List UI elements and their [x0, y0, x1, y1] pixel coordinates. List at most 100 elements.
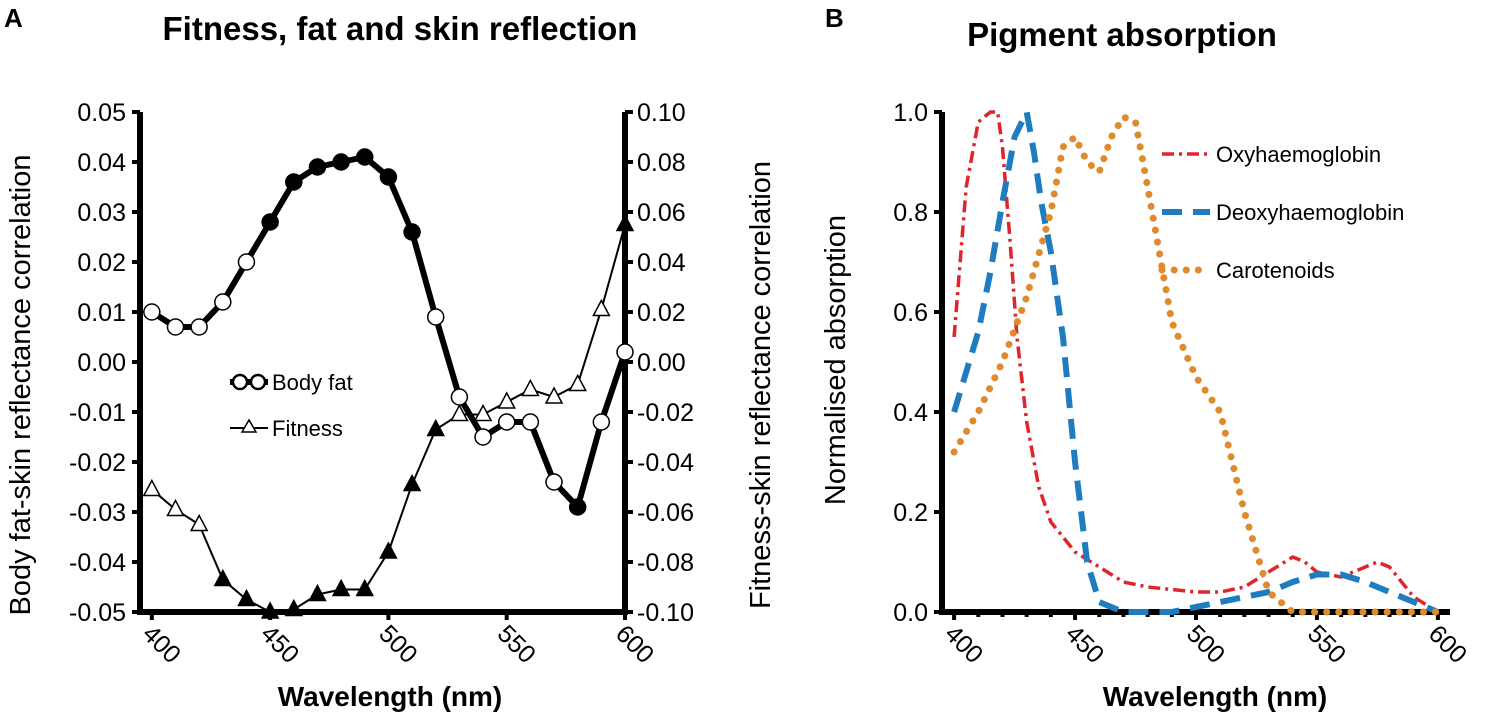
chart-a-left-y-tick-label: 0.01: [77, 299, 126, 327]
chart-a-right-y-axis-label: Fitness-skin reflectance correlation: [745, 161, 777, 609]
series-deoxyhaemoglobin-line: [951, 109, 1440, 615]
chart-a-title: Fitness, fat and skin reflection: [163, 10, 638, 47]
chart-b-y-tick-label: 0.2: [893, 499, 928, 527]
legend-fitness-label: Fitness: [272, 416, 343, 441]
chart-a-right-y-tick-label: -0.08: [637, 549, 694, 577]
chart-a-right-y-tick-label: 0.04: [637, 249, 686, 277]
chart-a-x-tick-label: 400: [137, 620, 186, 669]
body-fat-point: [166, 318, 185, 336]
fitness-point: [331, 578, 351, 597]
fitness-point: [142, 478, 162, 497]
chart-b-y-tick-label: 0.6: [893, 299, 928, 327]
body-fat-point: [356, 148, 374, 166]
fitness-point: [592, 298, 611, 317]
chart-b-y-tick-label: 0.4: [893, 399, 928, 427]
panel-letter-a: A: [4, 3, 23, 33]
body-fat-point: [426, 308, 445, 326]
chart-b-x-tick-label: 550: [1302, 620, 1351, 669]
legend-body-fat-marker: [249, 373, 267, 391]
body-fat-point: [261, 213, 279, 231]
chart-a-left-y-tick-label: 0.04: [77, 149, 126, 177]
chart-b-title: Pigment absorption: [967, 16, 1277, 53]
body-fat-point: [308, 158, 327, 176]
fitness-point: [260, 601, 280, 619]
fitness-point: [213, 568, 233, 587]
chart-a-right-y-tick-label: 0.10: [637, 99, 686, 127]
chart-a-left-y-tick-label: -0.01: [69, 399, 126, 427]
chart-a-left-y-tick-label: -0.02: [69, 449, 126, 477]
legend-carotenoids-label: Carotenoids: [1216, 258, 1335, 283]
body-fat-point: [568, 498, 587, 516]
series-carotenoids-line: [950, 113, 1442, 616]
body-fat-point: [545, 473, 563, 491]
fitness-point: [284, 598, 304, 617]
series-body-fat-line: [150, 154, 628, 510]
series-oxyhaemoglobin-line: [952, 110, 1439, 614]
chart-a-right-y-tick-label: 0.06: [637, 199, 686, 227]
fitness-point: [473, 403, 493, 422]
legend-body-fat-label: Body fat: [272, 370, 353, 395]
chart-b-x-tick-label: 600: [1423, 620, 1472, 669]
body-fat-point: [616, 343, 634, 361]
chart-a-left-y-tick-label: 0.05: [77, 99, 126, 127]
fitness-point: [189, 513, 209, 532]
body-fat-point: [403, 223, 421, 241]
fitness-point: [497, 391, 516, 409]
fitness-point: [544, 386, 564, 404]
chart-a-right-y-tick-label: -0.06: [637, 499, 694, 527]
chart-a-left-y-tick-label: 0.02: [77, 249, 126, 277]
body-fat-point: [237, 253, 256, 271]
chart-a-right-y-tick-label: -0.10: [637, 599, 694, 627]
fitness-point: [521, 378, 540, 397]
fitness-point: [166, 498, 185, 517]
fitness-point: [615, 213, 635, 232]
body-fat-point: [521, 413, 540, 431]
chart-b-x-tick-label: 450: [1060, 620, 1109, 669]
fitness-point: [308, 583, 327, 602]
chart-a-left-y-tick-label: -0.05: [69, 599, 126, 627]
chart-a-x-tick-label: 550: [492, 620, 541, 669]
body-fat-point: [143, 303, 161, 321]
body-fat-point: [379, 168, 398, 186]
chart-a-right-y-tick-label: 0.08: [637, 149, 686, 177]
body-fat-point: [190, 318, 208, 336]
body-fat-point: [450, 388, 469, 406]
chart-a-left-y-axis-label: Body fat-skin reflectance correlation: [5, 155, 37, 616]
chart-b-x-tick-label: 500: [1181, 620, 1230, 669]
chart-a-left-y-tick-label: -0.03: [69, 499, 126, 527]
chart-b-x-axis-label: Wavelength (nm): [1103, 681, 1328, 712]
chart-b-plot: 1.0 0.8 0.6 0.4 0.2 0.0 400 450 500 550 600 Oxyhaem…: [893, 99, 1472, 669]
chart-a-x-axis-label: Wavelength (nm): [278, 681, 503, 712]
fitness-point: [379, 541, 398, 559]
body-fat-point: [497, 413, 516, 431]
chart-b-y-tick-label: 1.0: [893, 99, 928, 127]
legend-fitness-marker: [240, 418, 258, 433]
chart-b-y-axis-label: Normalised absorption: [820, 215, 852, 505]
chart-a-right-y-tick-label: -0.02: [637, 399, 694, 427]
body-fat-point: [285, 173, 303, 191]
body-fat-point: [474, 428, 492, 446]
chart-a-x-tick-label: 450: [255, 620, 304, 669]
legend-oxyhaemoglobin-label: Oxyhaemoglobin: [1216, 142, 1381, 167]
fitness-point: [237, 588, 256, 607]
chart-a-right-y-tick-label: 0.02: [637, 299, 686, 327]
panel-letter-b: B: [825, 3, 844, 33]
legend-deoxyhaemoglobin-label: Deoxyhaemoglobin: [1216, 200, 1404, 225]
chart-a-x-tick-label: 600: [610, 620, 659, 669]
chart-a-left-y-tick-label: 0.00: [77, 349, 126, 377]
fitness-point: [450, 403, 469, 422]
chart-a-x-tick-label: 500: [373, 620, 422, 669]
body-fat-point: [332, 153, 350, 171]
body-fat-point: [592, 413, 611, 431]
legend-body-fat-marker: [231, 373, 249, 391]
chart-b-y-tick-label: 0.8: [893, 199, 928, 227]
chart-a-left-y-tick-label: -0.04: [69, 549, 126, 577]
chart-a-right-y-tick-label: 0.00: [637, 349, 686, 377]
chart-a-right-y-tick-label: -0.04: [637, 449, 694, 477]
chart-a-plot: 0.05 0.04 0.03 0.02 0.01 0.00 -0.01 -0.02 -0.03 -…: [69, 99, 694, 669]
fitness-point: [568, 373, 587, 392]
fitness-point: [426, 418, 445, 437]
chart-b-y-tick-label: 0.0: [893, 599, 928, 627]
fitness-point: [355, 578, 375, 597]
